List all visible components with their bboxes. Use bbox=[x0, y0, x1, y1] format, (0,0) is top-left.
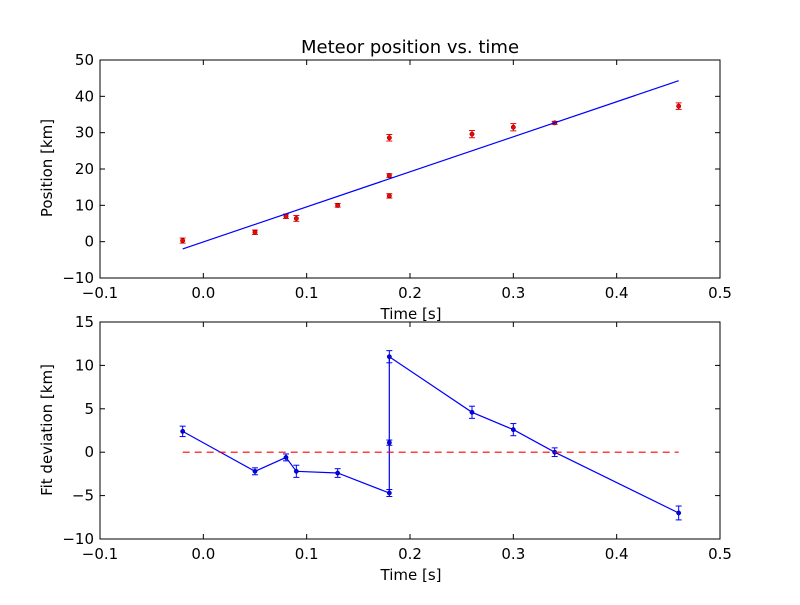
y-tick-label: −10 bbox=[62, 530, 94, 548]
data-point bbox=[469, 409, 475, 415]
data-point bbox=[293, 468, 299, 474]
x-tick-label: 0.5 bbox=[708, 284, 732, 302]
x-tick-label: 0.3 bbox=[501, 284, 525, 302]
x-axis-label: Time [s] bbox=[380, 566, 442, 584]
y-tick-label: 15 bbox=[75, 313, 94, 331]
y-axis-label: Fit deviation [km] bbox=[38, 364, 56, 496]
x-tick-label: 0.4 bbox=[605, 284, 629, 302]
data-point bbox=[386, 354, 392, 360]
x-tick-label: 0.0 bbox=[191, 545, 215, 563]
data-point bbox=[469, 131, 475, 137]
data-point bbox=[180, 428, 186, 434]
data-point bbox=[180, 238, 186, 243]
y-tick-label: −10 bbox=[62, 269, 94, 287]
y-tick-label: 30 bbox=[75, 124, 94, 142]
data-point bbox=[386, 173, 392, 178]
data-point bbox=[386, 135, 392, 141]
x-tick-label: 0.5 bbox=[708, 545, 732, 563]
x-tick-label: 0.3 bbox=[501, 545, 525, 563]
y-tick-label: 0 bbox=[84, 233, 94, 251]
data-point bbox=[252, 229, 258, 235]
data-point bbox=[386, 440, 392, 446]
data-point bbox=[510, 427, 516, 433]
x-tick-label: 0.2 bbox=[398, 284, 422, 302]
y-tick-label: 10 bbox=[75, 196, 94, 214]
position-panel: Meteor position vs. time Time [s] Positi… bbox=[38, 37, 732, 323]
y-tick-label: 0 bbox=[84, 443, 94, 461]
data-point bbox=[386, 193, 392, 199]
x-tick-label: −0.1 bbox=[82, 545, 118, 563]
x-axis-label: Time [s] bbox=[380, 305, 442, 323]
data-point bbox=[252, 468, 258, 474]
y-tick-label: 5 bbox=[84, 400, 94, 418]
y-tick-label: 20 bbox=[75, 160, 94, 178]
data-point bbox=[335, 202, 341, 208]
chart-title: Meteor position vs. time bbox=[301, 37, 519, 58]
x-tick-label: 0.1 bbox=[295, 284, 319, 302]
data-point bbox=[283, 455, 289, 460]
x-tick-label: −0.1 bbox=[82, 284, 118, 302]
data-point bbox=[676, 103, 682, 109]
series-errorbar-line bbox=[179, 350, 682, 521]
data-point bbox=[293, 216, 299, 221]
y-tick-label: 50 bbox=[75, 51, 94, 69]
y-axis-label: Position [km] bbox=[38, 119, 56, 217]
x-tick-label: 0.4 bbox=[605, 545, 629, 563]
data-point bbox=[676, 510, 682, 516]
series-errorbar-points bbox=[179, 102, 682, 244]
fit-line bbox=[182, 80, 679, 250]
y-tick-label: −5 bbox=[72, 487, 94, 505]
data-point bbox=[335, 470, 341, 476]
x-tick-label: 0.0 bbox=[191, 284, 215, 302]
y-tick-label: 10 bbox=[75, 356, 94, 374]
series-line bbox=[182, 80, 679, 250]
y-tick-label: 40 bbox=[75, 87, 94, 105]
plot-frame bbox=[99, 321, 721, 540]
data-point bbox=[510, 124, 516, 130]
deviation-line bbox=[182, 355, 679, 514]
deviation-panel: Time [s] Fit deviation [km] −0.1 0.0 0.1 0.… bbox=[38, 313, 732, 584]
x-tick-label: 0.2 bbox=[398, 545, 422, 563]
x-tick-label: 0.1 bbox=[295, 545, 319, 563]
data-point bbox=[386, 490, 392, 496]
